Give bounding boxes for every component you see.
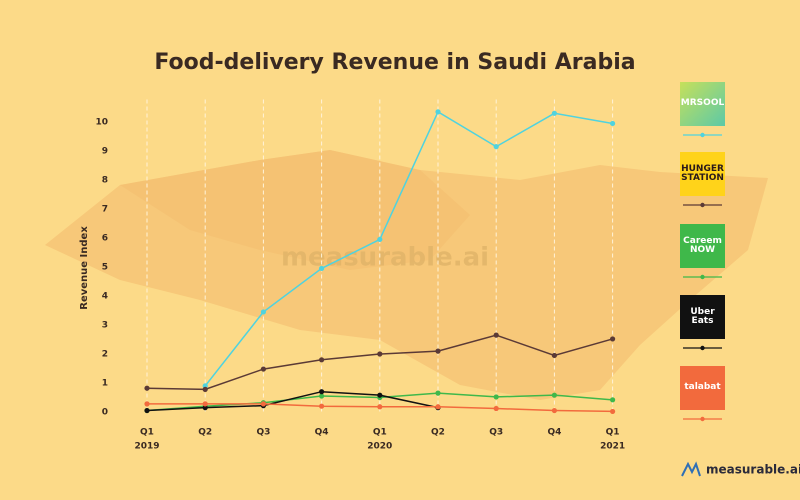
legend-logo: talabat [680, 366, 725, 410]
y-tick-label: 5 [102, 263, 108, 273]
data-point [551, 407, 558, 414]
data-point [319, 265, 325, 272]
brand-icon [681, 461, 701, 477]
data-point [260, 366, 266, 372]
brand: measurable.ai [706, 463, 800, 477]
y-tick-label: 2 [102, 350, 108, 360]
data-point [377, 404, 383, 410]
legend-dot [700, 274, 705, 280]
x-year-label: 2021 [600, 442, 625, 452]
y-tick-label: 7 [102, 205, 108, 215]
data-point [493, 405, 499, 412]
watermark: measurable.ai [281, 243, 489, 273]
data-point [435, 348, 441, 354]
y-tick-label: 9 [102, 147, 108, 157]
data-point [610, 336, 616, 342]
x-tick-label: Q1 [606, 428, 620, 438]
data-point [202, 401, 208, 407]
data-point [319, 357, 325, 363]
data-point [144, 385, 150, 391]
y-tick-label: 1 [102, 379, 108, 389]
legend-logo: Careem NOW [680, 224, 725, 268]
data-point [551, 110, 558, 116]
series-line [146, 390, 439, 412]
x-tick-label: Q3 [256, 428, 270, 438]
x-tick-label: Q2 [198, 428, 212, 438]
y-tick-label: 0 [102, 408, 108, 418]
x-tick-label: Q1 [373, 428, 387, 438]
data-point [435, 109, 441, 115]
data-point [377, 236, 383, 243]
data-point [610, 397, 616, 403]
y-axis-label: Revenue Index [79, 226, 90, 310]
map-region [120, 150, 470, 270]
x-year-label: 2020 [367, 442, 392, 452]
data-point [319, 389, 325, 395]
data-point [610, 120, 616, 127]
legend-dot [700, 345, 705, 351]
legend-dot [700, 132, 705, 138]
data-point [551, 352, 558, 359]
data-point [435, 404, 441, 410]
y-tick-label: 4 [102, 292, 108, 302]
data-point [377, 392, 383, 398]
data-point [319, 393, 325, 399]
data-point [202, 386, 208, 392]
legend-logo: MRSOOL [680, 82, 725, 126]
data-point [377, 351, 383, 357]
x-year-label: 2019 [134, 442, 159, 452]
legend-logo: Uber Eats [680, 295, 725, 339]
x-tick-label: Q2 [431, 428, 445, 438]
data-point [260, 309, 266, 315]
series-line [204, 110, 613, 387]
legend-logo: HUNGER STATION [680, 152, 725, 196]
x-tick-label: Q1 [140, 428, 154, 438]
data-point [144, 407, 150, 414]
data-point [319, 403, 325, 409]
chart-title: Food-delivery Revenue in Saudi Arabia [154, 50, 635, 75]
data-point [202, 405, 208, 411]
y-tick-label: 10 [95, 118, 108, 128]
y-tick-label: 8 [102, 176, 108, 186]
data-point [435, 390, 441, 396]
x-tick-label: Q4 [547, 428, 561, 438]
y-tick-label: 6 [102, 234, 108, 244]
data-point [493, 394, 499, 400]
x-tick-label: Q3 [489, 428, 503, 438]
x-tick-label: Q4 [315, 428, 329, 438]
data-point [144, 401, 150, 407]
data-point [551, 392, 558, 398]
legend-dot [700, 202, 705, 208]
data-point [493, 332, 499, 338]
legend-dot [700, 416, 705, 422]
data-point [610, 408, 616, 415]
y-tick-label: 3 [102, 321, 108, 331]
data-point [260, 401, 266, 407]
data-point [493, 144, 499, 150]
